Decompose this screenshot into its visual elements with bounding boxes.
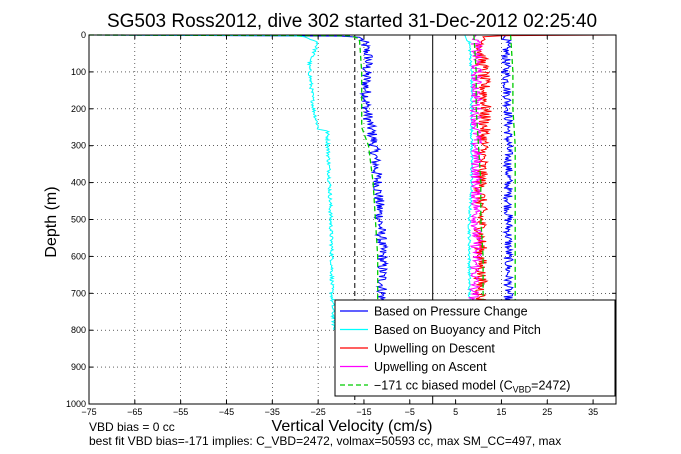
y-tick-label: 1000 bbox=[66, 399, 86, 409]
x-tick-label: 35 bbox=[588, 407, 598, 417]
legend-label: −171 cc biased model (CVBD=2472) bbox=[374, 379, 570, 395]
series-line bbox=[468, 34, 484, 331]
legend-label: Based on Buoyancy and Pitch bbox=[374, 323, 541, 337]
x-tick-label: −45 bbox=[219, 407, 234, 417]
legend-label: Based on Pressure Change bbox=[374, 305, 528, 319]
x-tick-label: −15 bbox=[356, 407, 371, 417]
x-tick-label: −75 bbox=[81, 407, 96, 417]
y-tick-label: 800 bbox=[71, 325, 86, 335]
y-tick-label: 100 bbox=[71, 67, 86, 77]
x-tick-label: −55 bbox=[173, 407, 188, 417]
best-fit-note: best fit VBD bias=-171 implies: C_VBD=24… bbox=[89, 434, 562, 448]
legend: Based on Pressure Change Based on Buoyanc… bbox=[334, 299, 616, 397]
vbd-bias-note: VBD bias = 0 cc bbox=[89, 420, 175, 434]
x-ticks: −75 −65 −55 −45 −35 −25 −15 −5 5 15 25 35 bbox=[81, 35, 598, 417]
series-line bbox=[472, 34, 617, 331]
model-line bbox=[88, 34, 379, 331]
y-axis-label: Depth (m) bbox=[43, 186, 60, 257]
x-axis-label: Vertical Velocity (cm/s) bbox=[272, 418, 433, 435]
y-tick-label: 300 bbox=[71, 141, 86, 151]
x-tick-label: 25 bbox=[542, 407, 552, 417]
series-line bbox=[464, 34, 474, 331]
model-line bbox=[473, 34, 484, 331]
x-tick-label: 15 bbox=[496, 407, 506, 417]
series-line bbox=[88, 34, 337, 331]
chart-title: SG503 Ross2012, dive 302 started 31-Dec-… bbox=[107, 11, 597, 32]
y-tick-label: 600 bbox=[71, 251, 86, 261]
y-tick-label: 500 bbox=[71, 215, 86, 225]
x-tick-label: −25 bbox=[310, 407, 325, 417]
series-lines bbox=[88, 34, 617, 331]
x-tick-label: 5 bbox=[453, 407, 458, 417]
model-line bbox=[509, 34, 516, 331]
series-line bbox=[88, 34, 390, 331]
legend-label: Upwelling on Descent bbox=[374, 342, 495, 356]
grid bbox=[89, 35, 616, 404]
y-tick-label: 0 bbox=[81, 30, 86, 40]
legend-label: Upwelling on Ascent bbox=[374, 360, 487, 374]
x-tick-label: −65 bbox=[127, 407, 142, 417]
y-tick-label: 700 bbox=[71, 288, 86, 298]
model-lines bbox=[88, 34, 516, 331]
series-line bbox=[501, 34, 514, 331]
y-tick-label: 200 bbox=[71, 104, 86, 114]
x-tick-label: −35 bbox=[265, 407, 280, 417]
y-ticks: 0 100 200 300 400 500 600 700 800 900 1000 bbox=[66, 30, 616, 409]
x-tick-label: −5 bbox=[405, 407, 415, 417]
y-tick-label: 400 bbox=[71, 178, 86, 188]
y-tick-label: 900 bbox=[71, 362, 86, 372]
legend-box bbox=[334, 299, 616, 397]
